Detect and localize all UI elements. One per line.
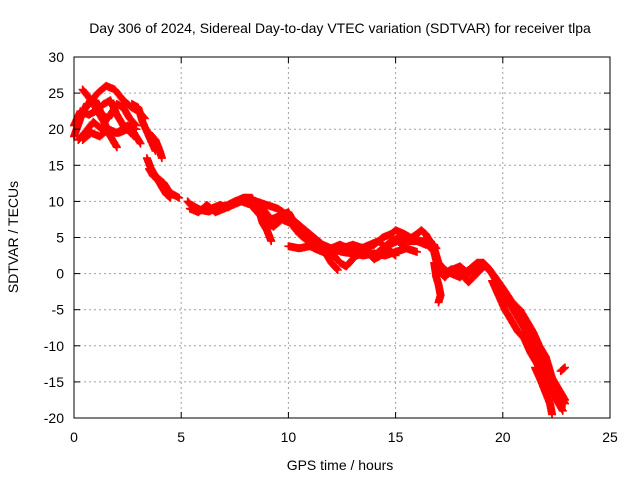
- x-axis-ticks: 0 5 10 15 20 25: [70, 57, 618, 445]
- x-tick-label: 15: [388, 429, 404, 445]
- data-track: [556, 363, 569, 376]
- data-points: [70, 81, 569, 419]
- data-track: [430, 258, 445, 307]
- y-tick-label: -15: [44, 374, 64, 390]
- y-tick-label: 15: [48, 157, 64, 173]
- y-axis-label: SDTVAR / TECUs: [5, 181, 21, 293]
- y-tick-label: 25: [48, 85, 64, 101]
- y-tick-label: -10: [44, 338, 64, 354]
- x-tick-label: 25: [602, 429, 618, 445]
- data-track: [145, 128, 166, 163]
- x-tick-label: 0: [70, 429, 78, 445]
- x-tick-label: 5: [177, 429, 185, 445]
- y-axis-ticks: -20 -15 -10 -5 0 5 10 15 20 25 30: [44, 49, 610, 426]
- y-tick-label: 30: [48, 49, 64, 65]
- x-tick-label: 10: [281, 429, 297, 445]
- x-axis-label: GPS time / hours: [287, 457, 394, 473]
- y-tick-label: 5: [56, 230, 64, 246]
- data-track: [438, 260, 569, 404]
- data-track: [531, 363, 557, 419]
- grid: [74, 57, 610, 418]
- data-track: [250, 204, 342, 274]
- data-track: [78, 121, 141, 144]
- data-track: [145, 164, 175, 202]
- data-track: [520, 327, 552, 376]
- chart-title: Day 306 of 2024, Sidereal Day-to-day VTE…: [89, 20, 591, 36]
- y-tick-label: 20: [48, 121, 64, 137]
- x-tick-label: 20: [495, 429, 511, 445]
- y-tick-label: 0: [56, 266, 64, 282]
- y-tick-label: 10: [48, 193, 64, 209]
- data-track: [338, 237, 411, 264]
- y-tick-label: -20: [44, 410, 64, 426]
- y-tick-label: -5: [52, 302, 65, 318]
